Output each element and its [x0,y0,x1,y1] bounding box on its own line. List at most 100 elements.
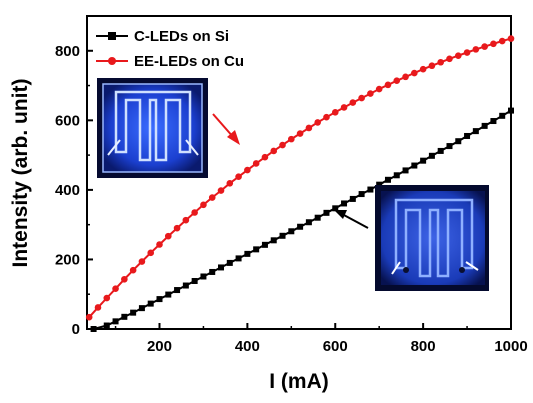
data-point [498,37,506,45]
data-point [121,313,128,320]
data-point [244,250,251,257]
legend-label-ee-leds: EE-LEDs on Cu [134,53,244,70]
x-tick-label: 400 [235,338,260,355]
data-point [147,249,155,257]
y-tick-label: 0 [72,321,80,338]
data-point [367,90,374,97]
data-point [252,160,260,167]
data-point [200,273,207,280]
data-point [376,181,383,188]
data-point [270,147,278,155]
data-point [182,282,189,289]
data-point [340,104,348,111]
data-point [349,99,357,106]
data-point [490,118,497,125]
data-point [323,113,330,121]
data-point [499,112,506,119]
legend: C-LEDs on Si EE-LEDs on Cu [96,28,244,70]
data-point [235,255,242,262]
data-point [103,294,111,302]
data-point [323,209,330,216]
data-point [208,194,216,201]
data-point [138,258,146,265]
data-point [226,179,234,187]
data-point [455,138,462,145]
series-ee-leds-on-cu [85,35,515,321]
data-point [165,291,172,298]
c-led-inset-photo [375,185,489,291]
data-point [253,246,260,253]
y-axis-ticks: 0 200 400 600 800 [55,43,93,338]
data-point [226,259,233,266]
data-point [164,232,172,240]
data-point [85,313,93,321]
data-point [156,296,163,303]
data-point [261,241,268,248]
data-point [402,167,409,174]
y-tick-label: 400 [55,182,80,199]
data-point [472,128,479,135]
x-axis-title: I (mA) [269,370,329,393]
data-point [437,147,444,154]
data-point [393,77,401,84]
data-point [428,62,436,70]
x-tick-label: 600 [323,338,348,355]
data-point [437,58,444,66]
data-point [358,94,365,102]
series-c-leds-on-si [90,107,514,332]
data-point [121,275,128,283]
data-point [446,143,453,150]
data-point [349,195,356,202]
data-point [331,109,339,116]
data-point [314,214,321,221]
data-point [481,43,488,50]
data-point [419,65,427,73]
data-point [90,326,97,332]
data-point [358,191,365,198]
data-point [446,55,453,63]
data-point [463,49,471,56]
data-point [244,166,251,174]
data-point [173,224,181,232]
data-point [288,135,295,143]
data-point [296,130,304,137]
y-tick-label: 200 [55,251,80,268]
series-layer [85,35,515,332]
data-point [182,216,190,224]
data-point [279,232,286,239]
legend-item-c-leds: C-LEDs on Si [96,28,229,45]
data-point [156,241,163,248]
data-point [138,305,145,312]
data-point [103,322,110,329]
data-point [129,266,137,274]
data-point [464,132,471,139]
data-point [411,69,418,77]
y-tick-label: 600 [55,112,80,129]
data-point [305,219,312,226]
data-point [367,186,374,193]
data-point [402,73,409,81]
data-point [341,200,348,207]
data-point [297,223,304,230]
data-point [420,157,427,164]
data-point [191,278,198,285]
data-point [279,141,286,149]
data-point [314,119,321,126]
data-point [191,209,198,216]
data-point [94,304,102,311]
data-point [288,228,295,235]
data-point [218,264,225,271]
data-point [428,152,435,159]
data-point [454,52,462,59]
data-point [305,124,313,132]
x-tick-label: 1000 [494,338,527,355]
data-point [375,85,383,93]
data-point [411,162,418,169]
x-tick-label: 200 [147,338,172,355]
plot-frame [86,15,512,330]
data-point [147,300,154,307]
data-point [481,122,488,129]
data-point [270,237,277,244]
data-point [261,153,269,161]
